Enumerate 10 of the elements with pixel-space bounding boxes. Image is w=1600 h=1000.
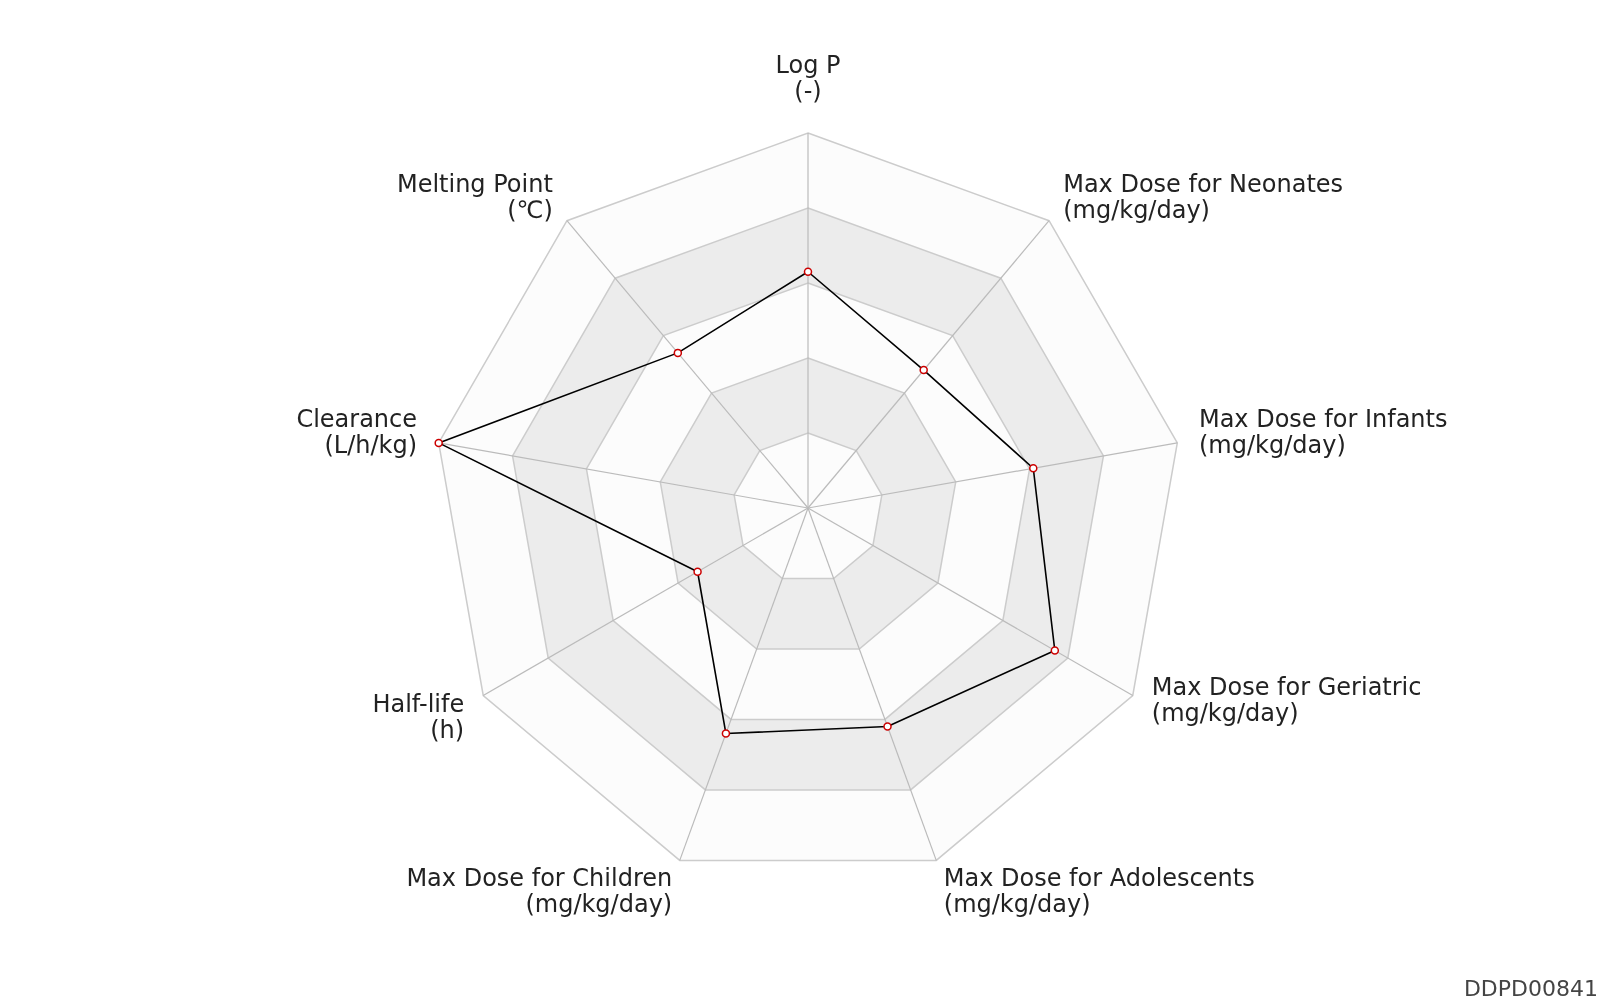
spoke-label: Max Dose for Children (mg/kg/day) <box>406 864 673 919</box>
text: DDPD00841 <box>1463 976 1598 1000</box>
spoke-label: Max Dose for Adolescents (mg/kg/day) <box>943 864 1255 919</box>
spoke-label: Max Dose for Geriatric (mg/kg/day) <box>1151 672 1422 727</box>
spoke-label: Clearance (L/h/kg) <box>296 405 418 460</box>
spoke-label: Max Dose for Neonates (mg/kg/day) <box>1063 169 1344 224</box>
spoke-label: Half-life (h) <box>372 689 465 744</box>
spoke-label: Max Dose for Infants (mg/kg/day) <box>1198 405 1448 460</box>
spoke-label: Log P (-) <box>775 51 841 105</box>
spoke-label: Melting Point (℃) <box>396 169 553 224</box>
